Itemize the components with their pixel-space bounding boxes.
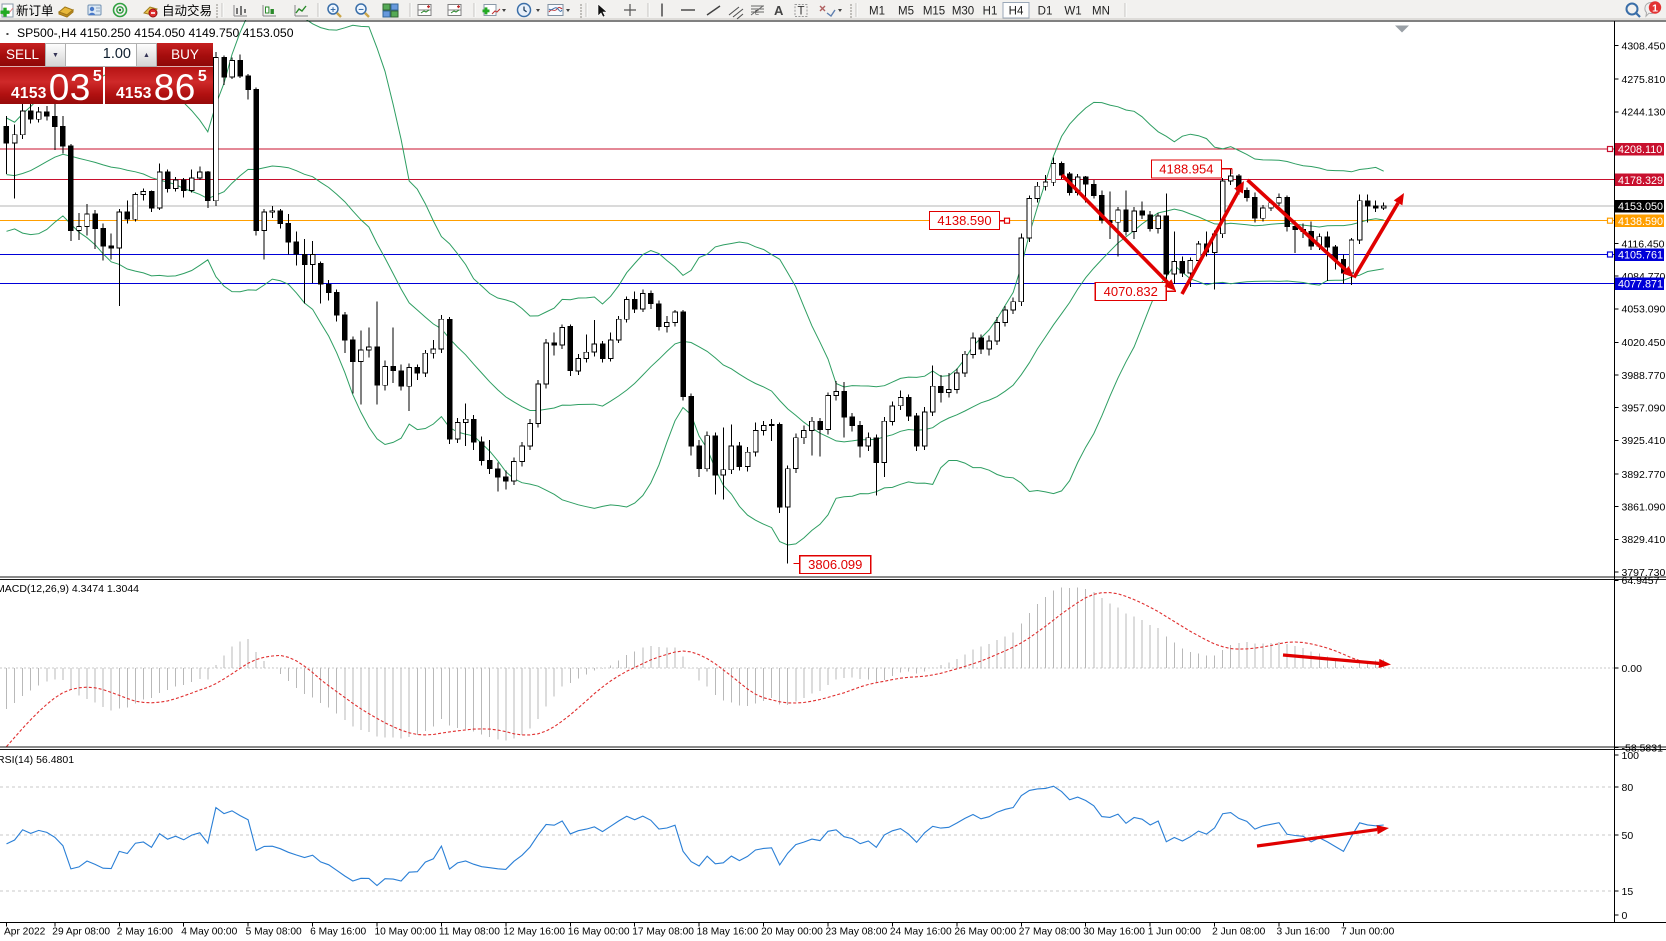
svg-text:11 May 08:00: 11 May 08:00 xyxy=(439,927,500,938)
svg-text:64.9457: 64.9457 xyxy=(1622,575,1660,587)
svg-text:4020.450: 4020.450 xyxy=(1622,337,1666,349)
svg-text:2 Jun 08:00: 2 Jun 08:00 xyxy=(1212,927,1266,938)
svg-text:SP500-,H4 4150.250 4154.050 4: SP500-,H4 4150.250 4154.050 4149.750 415… xyxy=(17,26,294,40)
svg-text:29 Apr 08:00: 29 Apr 08:00 xyxy=(52,927,110,938)
svg-text:自动交易: 自动交易 xyxy=(162,3,212,18)
svg-text:4275.810: 4275.810 xyxy=(1622,74,1666,86)
svg-text:3957.090: 3957.090 xyxy=(1622,403,1666,415)
svg-text:18 May 16:00: 18 May 16:00 xyxy=(697,927,759,938)
svg-text:80: 80 xyxy=(1622,782,1634,794)
svg-text:A: A xyxy=(774,3,784,18)
svg-text:4208.110: 4208.110 xyxy=(1618,144,1662,156)
svg-text:M1: M1 xyxy=(869,6,885,18)
svg-text:3797.730: 3797.730 xyxy=(1622,567,1666,579)
svg-text:0.00: 0.00 xyxy=(1622,663,1643,675)
svg-text:100: 100 xyxy=(1622,750,1640,762)
svg-text:−: − xyxy=(358,5,364,16)
svg-text:▪: ▪ xyxy=(6,30,9,39)
svg-text:Apr 2022: Apr 2022 xyxy=(4,927,46,938)
svg-text:4105.761: 4105.761 xyxy=(1618,250,1663,262)
svg-text:MACD(12,26,9) 4.3474 1.3044: MACD(12,26,9) 4.3474 1.3044 xyxy=(0,583,139,595)
svg-text:3 Jun 16:00: 3 Jun 16:00 xyxy=(1277,927,1331,938)
svg-text:4138.590: 4138.590 xyxy=(1618,216,1663,228)
svg-text:MN: MN xyxy=(1092,6,1110,18)
svg-text:3988.770: 3988.770 xyxy=(1622,370,1666,382)
svg-text:0: 0 xyxy=(1622,910,1628,922)
svg-text:4116.450: 4116.450 xyxy=(1622,238,1665,250)
svg-text:1 Jun 00:00: 1 Jun 00:00 xyxy=(1148,927,1202,938)
svg-text:20 May 00:00: 20 May 00:00 xyxy=(761,927,823,938)
svg-text:2 May 16:00: 2 May 16:00 xyxy=(117,927,173,938)
svg-text:4153.050: 4153.050 xyxy=(1618,201,1663,213)
svg-text:M30: M30 xyxy=(952,6,974,18)
svg-text:15: 15 xyxy=(1622,886,1634,898)
svg-text:4244.130: 4244.130 xyxy=(1622,107,1666,119)
svg-text:M5: M5 xyxy=(898,6,914,18)
svg-text:26 May 00:00: 26 May 00:00 xyxy=(954,927,1016,938)
svg-text:23 May 08:00: 23 May 08:00 xyxy=(826,927,888,938)
svg-text:W1: W1 xyxy=(1064,6,1081,18)
svg-text:3861.090: 3861.090 xyxy=(1622,502,1666,514)
svg-text:3829.410: 3829.410 xyxy=(1622,534,1666,546)
svg-text:50: 50 xyxy=(1622,830,1634,842)
svg-text:4 May 00:00: 4 May 00:00 xyxy=(181,927,237,938)
svg-text:4070.832: 4070.832 xyxy=(1104,284,1158,299)
svg-text:M15: M15 xyxy=(923,6,945,18)
svg-text:D1: D1 xyxy=(1038,6,1053,18)
svg-text:4188.954: 4188.954 xyxy=(1159,162,1213,177)
svg-text:7 Jun 00:00: 7 Jun 00:00 xyxy=(1341,927,1395,938)
svg-text:24 May 16:00: 24 May 16:00 xyxy=(890,927,952,938)
svg-text:4077.871: 4077.871 xyxy=(1618,279,1663,291)
svg-text:4053.090: 4053.090 xyxy=(1622,304,1666,316)
svg-text:10 May 00:00: 10 May 00:00 xyxy=(375,927,437,938)
svg-text:E: E xyxy=(755,11,759,17)
svg-text:4178.329: 4178.329 xyxy=(1618,175,1663,187)
svg-text:12 May 16:00: 12 May 16:00 xyxy=(503,927,565,938)
svg-text:H1: H1 xyxy=(983,6,998,18)
svg-text:4138.590: 4138.590 xyxy=(937,213,991,228)
svg-text:+: + xyxy=(330,5,336,16)
svg-text:1: 1 xyxy=(1652,3,1658,15)
svg-text:17 May 08:00: 17 May 08:00 xyxy=(632,927,694,938)
svg-text:30 May 16:00: 30 May 16:00 xyxy=(1083,927,1145,938)
svg-text:3806.099: 3806.099 xyxy=(808,557,862,572)
svg-text:5 May 08:00: 5 May 08:00 xyxy=(246,927,302,938)
svg-text:-58.5831: -58.5831 xyxy=(1622,743,1664,755)
svg-text:6 May 16:00: 6 May 16:00 xyxy=(310,927,366,938)
svg-text:4308.450: 4308.450 xyxy=(1622,40,1666,52)
svg-text:RSI(14) 56.4801: RSI(14) 56.4801 xyxy=(0,754,74,766)
svg-text:T: T xyxy=(797,6,804,18)
svg-text:新订单: 新订单 xyxy=(16,3,54,18)
svg-text:H4: H4 xyxy=(1009,6,1024,18)
svg-text:3925.410: 3925.410 xyxy=(1622,435,1666,447)
svg-text:3892.770: 3892.770 xyxy=(1622,469,1666,481)
svg-text:27 May 08:00: 27 May 08:00 xyxy=(1019,927,1081,938)
svg-text:16 May 00:00: 16 May 00:00 xyxy=(568,927,630,938)
